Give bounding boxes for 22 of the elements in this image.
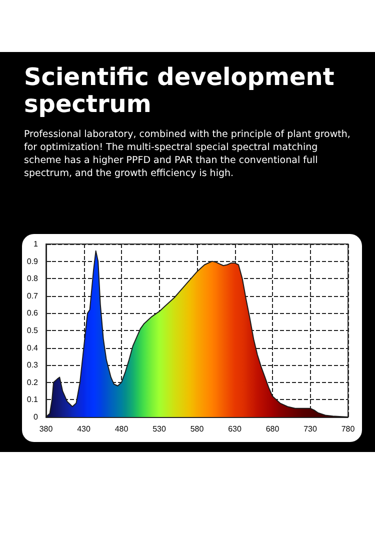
y-tick-label: 0.4	[26, 343, 39, 352]
x-tick-label: 630	[228, 424, 242, 434]
x-tick-label: 730	[304, 424, 318, 434]
y-tick-label: 0.7	[26, 291, 39, 300]
x-tick-label: 580	[190, 424, 204, 434]
x-tick-label: 680	[266, 424, 280, 434]
x-tick-label: 480	[114, 424, 129, 434]
x-tick-label: 780	[341, 424, 356, 434]
y-tick-label: 0.1	[26, 395, 39, 404]
y-tick-label: 0.6	[26, 308, 39, 318]
chart-subtitle: Professional laboratory, combined with the principle of plant growth, for optimization! The multi-spectral special spectral matching scheme has a higher PPFD and PAR than the conventional full spectrum, and the growth efficiency is high.	[24, 128, 352, 180]
y-tick-label: 1	[34, 240, 39, 248]
y-tick-label: 0	[34, 412, 39, 422]
y-tick-label: 0.9	[26, 256, 39, 266]
chart-title: Scientific development spectrum	[24, 63, 336, 118]
x-tick-label: 430	[77, 424, 91, 434]
y-tick-label: 0.5	[26, 326, 39, 335]
y-tick-label: 0.8	[26, 274, 39, 284]
x-tick-label: 530	[152, 424, 166, 434]
y-tick-label: 0.2	[26, 378, 39, 387]
y-tick-label: 0.3	[26, 360, 39, 370]
x-tick-label: 380	[39, 424, 54, 434]
